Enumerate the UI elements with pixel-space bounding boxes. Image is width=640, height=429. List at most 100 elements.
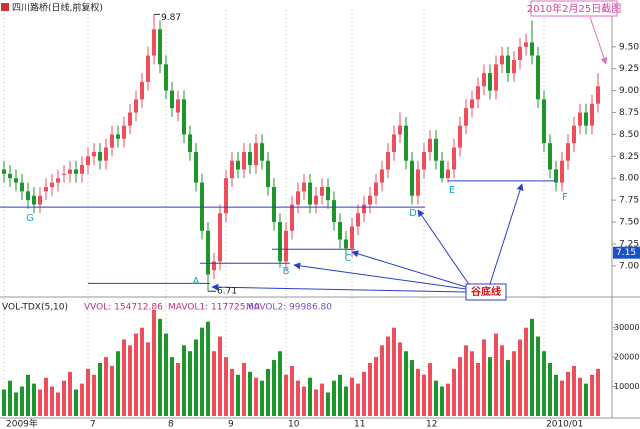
y-tick-label: 8.00 [619, 174, 639, 184]
y-tick-label: 30000 [614, 323, 639, 332]
candle-body [260, 143, 264, 161]
volume-bar [422, 374, 426, 416]
candle-body [308, 182, 312, 205]
candle-body [32, 195, 36, 205]
volume-bar [170, 357, 174, 416]
volume-bar [206, 321, 210, 416]
candle-body [164, 64, 168, 91]
candle-body [326, 186, 330, 201]
volume-bar [80, 383, 84, 416]
candle-body [218, 213, 222, 262]
volume-bar [452, 368, 456, 416]
valley-box [465, 283, 507, 301]
valley-label: G [26, 213, 34, 224]
volume-bar [182, 345, 186, 416]
x-tick-label: 10 [288, 420, 300, 429]
candle-body [356, 213, 360, 227]
candle-body [350, 226, 354, 249]
candle-body [416, 169, 420, 196]
volume-bar [578, 377, 582, 416]
volume-readout: MAVOL1: 117725.60 [168, 303, 260, 313]
candle-body [242, 151, 246, 170]
volume-bar [14, 392, 18, 416]
volume-bar [308, 377, 312, 416]
volume-bar [104, 357, 108, 416]
volume-bar [386, 336, 390, 416]
candle-body [104, 147, 108, 161]
candle-body [422, 151, 426, 170]
y-tick-label: 8.25 [619, 152, 639, 162]
candle-body [596, 86, 600, 104]
y-tick-label: 20000 [614, 353, 639, 362]
volume-title: VOL-TDX(5,10) [2, 303, 68, 313]
candle-body [518, 46, 522, 60]
valley-label: A [193, 276, 200, 287]
volume-bar [176, 363, 180, 416]
volume-bar [74, 389, 78, 416]
volume-bar [8, 380, 12, 416]
valley-title: 谷底线 [471, 285, 501, 298]
volume-bar [272, 360, 276, 416]
volume-bar [86, 368, 90, 416]
candle-body [524, 42, 528, 47]
volume-bar [482, 339, 486, 416]
x-tick-label: 11 [354, 420, 365, 429]
candle-body [2, 169, 6, 174]
volume-bar [404, 351, 408, 416]
volume-bar [584, 383, 588, 416]
candle-body [284, 230, 288, 262]
volume-bar [56, 392, 60, 416]
volume-bar [62, 380, 66, 416]
candle-body [536, 55, 540, 100]
candle-body [152, 29, 156, 56]
price-box [613, 246, 640, 259]
volume-bar [446, 383, 450, 416]
candle-body [188, 134, 192, 152]
candle-body [470, 99, 474, 109]
candle-body [572, 125, 576, 144]
volume-bar [416, 368, 420, 416]
x-tick-label: 2009年 [6, 418, 38, 429]
volume-bar [464, 345, 468, 416]
volume-bar [536, 336, 540, 416]
candle-body [344, 239, 348, 249]
candle-body [86, 156, 90, 166]
volume-readout: MAVOL2: 99986.80 [246, 303, 332, 313]
volume-bar [188, 351, 192, 416]
volume-bar [458, 357, 462, 416]
volume-readout: VVOL: 154712.86 [84, 303, 163, 313]
x-tick-label: 9 [228, 420, 234, 429]
valley-label: D [409, 208, 417, 219]
candle-body [74, 169, 78, 174]
volume-bar [512, 351, 516, 416]
x-tick-label: 12 [426, 420, 437, 429]
volume-bar [230, 368, 234, 416]
volume-bar [254, 377, 258, 416]
candle-body [26, 191, 30, 201]
volume-bar [524, 327, 528, 416]
arrow [293, 262, 467, 290]
volume-bar [590, 374, 594, 416]
candle-body [500, 55, 504, 65]
volume-bar [362, 371, 366, 416]
candle-body [476, 86, 480, 100]
low-label: 6.71 [217, 287, 237, 297]
chart-title: 四川路桥(日线,前复权) [12, 2, 103, 14]
volume-bar [164, 333, 168, 416]
x-tick-label: 8 [168, 420, 174, 429]
volume-bar [434, 380, 438, 416]
volume-bar [248, 371, 252, 416]
screenshot-note: 2010年2月25日截图 [527, 2, 622, 15]
volume-bar [266, 368, 270, 416]
candle-body [554, 169, 558, 183]
arrow [211, 283, 467, 293]
volume-bar [428, 363, 432, 416]
candle-body [488, 73, 492, 91]
volume-bar [488, 357, 492, 416]
note-box [530, 0, 618, 17]
y-tick-label: 7.25 [619, 239, 639, 249]
volume-bar [20, 386, 24, 416]
valley-label: F [562, 192, 568, 203]
volume-bar [566, 371, 570, 416]
